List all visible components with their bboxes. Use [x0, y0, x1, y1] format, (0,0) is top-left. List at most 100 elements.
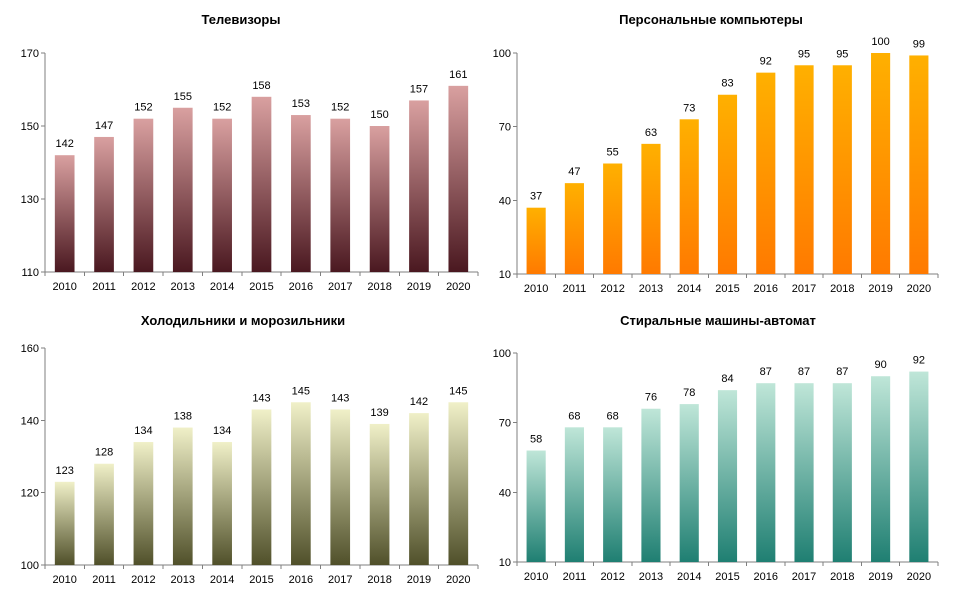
y-tick-label: 100: [493, 348, 511, 360]
x-tick-label: 2016: [289, 574, 313, 586]
bar-2015: [251, 409, 272, 565]
bar-2016: [756, 72, 776, 275]
x-tick-label: 2014: [210, 574, 234, 586]
x-tick-label: 2016: [754, 283, 778, 295]
bar-2013: [641, 408, 661, 562]
bar-2012: [133, 442, 154, 565]
bar-2017: [330, 409, 351, 565]
x-tick-label: 2017: [792, 571, 816, 583]
bar-2017: [794, 65, 814, 275]
bar-2014: [679, 404, 699, 562]
bar-2010: [54, 481, 75, 565]
x-tick-label: 2011: [563, 571, 587, 583]
chart-title: Персональные компьютеры: [619, 12, 803, 27]
data-label: 157: [410, 83, 428, 95]
bar-2015: [717, 390, 738, 562]
bar-2016: [291, 115, 311, 272]
x-tick-label: 2017: [328, 574, 352, 586]
bar-2013: [641, 143, 661, 274]
x-tick-label: 2014: [210, 281, 234, 293]
y-tick-label: 100: [493, 48, 511, 60]
x-tick-label: 2010: [52, 574, 76, 586]
data-label: 73: [683, 102, 695, 114]
data-label: 100: [871, 36, 889, 48]
x-tick-label: 2014: [677, 571, 701, 583]
data-label: 84: [721, 373, 733, 385]
data-label: 63: [645, 127, 657, 139]
x-tick-label: 2015: [715, 283, 739, 295]
data-label: 138: [174, 411, 192, 423]
bar-2011: [564, 427, 584, 562]
bar-2020: [448, 402, 469, 565]
y-tick-label: 130: [21, 194, 39, 206]
chart-title: Телевизоры: [202, 12, 281, 27]
bar-2010: [526, 450, 546, 562]
x-tick-label: 2017: [792, 283, 816, 295]
data-label: 152: [331, 102, 349, 114]
data-label: 145: [449, 385, 467, 397]
bar-2015: [251, 96, 272, 272]
y-tick-label: 170: [21, 48, 39, 60]
chart-title: Холодильники и морозильники: [141, 313, 345, 328]
bar-2011: [94, 136, 114, 272]
x-tick-label: 2014: [677, 283, 701, 295]
data-label: 92: [760, 56, 772, 68]
data-label: 142: [410, 396, 428, 408]
data-label: 90: [874, 359, 886, 371]
chart-panel-1: Телевизоры 110 130 150 170 142 2010 147 2011 152 2…: [21, 12, 479, 293]
data-label: 147: [95, 120, 113, 132]
data-label: 37: [530, 191, 542, 203]
y-tick-label: 40: [499, 487, 511, 499]
y-tick-label: 150: [21, 121, 39, 133]
bar-2016: [291, 402, 311, 565]
x-tick-label: 2020: [907, 571, 931, 583]
x-tick-label: 2016: [754, 571, 778, 583]
x-tick-label: 2020: [446, 574, 470, 586]
bar-2018: [369, 126, 390, 272]
bar-2014: [679, 119, 699, 274]
y-tick-label: 160: [21, 343, 39, 355]
bar-2014: [212, 442, 232, 565]
data-label: 153: [292, 98, 310, 110]
data-label: 83: [721, 78, 733, 90]
bar-2017: [330, 118, 351, 272]
data-label: 152: [134, 102, 152, 114]
x-tick-label: 2011: [563, 283, 587, 295]
y-tick-label: 100: [21, 560, 39, 572]
x-tick-label: 2012: [600, 283, 624, 295]
x-tick-label: 2019: [407, 281, 431, 293]
bar-2017: [794, 383, 814, 562]
x-tick-label: 2016: [289, 281, 313, 293]
x-tick-label: 2013: [171, 574, 195, 586]
data-label: 68: [568, 410, 580, 422]
x-tick-label: 2013: [171, 281, 195, 293]
bar-2020: [909, 371, 929, 562]
data-label: 150: [370, 109, 388, 121]
data-label: 78: [683, 387, 695, 399]
data-label: 143: [331, 392, 349, 404]
bar-2011: [94, 463, 114, 565]
y-tick-label: 120: [21, 488, 39, 500]
x-tick-label: 2018: [367, 281, 391, 293]
y-tick-label: 70: [499, 418, 511, 430]
data-label: 95: [798, 48, 810, 60]
data-label: 95: [836, 48, 848, 60]
y-tick-label: 10: [499, 269, 511, 281]
data-label: 158: [252, 80, 270, 92]
data-label: 87: [760, 366, 772, 378]
data-label: 142: [56, 138, 74, 150]
data-label: 134: [213, 425, 231, 437]
data-label: 139: [370, 407, 388, 419]
x-tick-label: 2011: [92, 574, 116, 586]
x-tick-label: 2013: [639, 571, 663, 583]
chart-panel-4: Стиральные машины-автомат 10 40 70 100 58 2010…: [493, 313, 939, 583]
bar-2018: [832, 383, 852, 562]
data-label: 87: [836, 366, 848, 378]
x-tick-label: 2017: [328, 281, 352, 293]
bar-2019: [871, 376, 891, 562]
bar-2012: [133, 118, 154, 272]
x-tick-label: 2018: [367, 574, 391, 586]
y-tick-label: 110: [21, 267, 39, 279]
y-tick-label: 70: [499, 122, 511, 134]
